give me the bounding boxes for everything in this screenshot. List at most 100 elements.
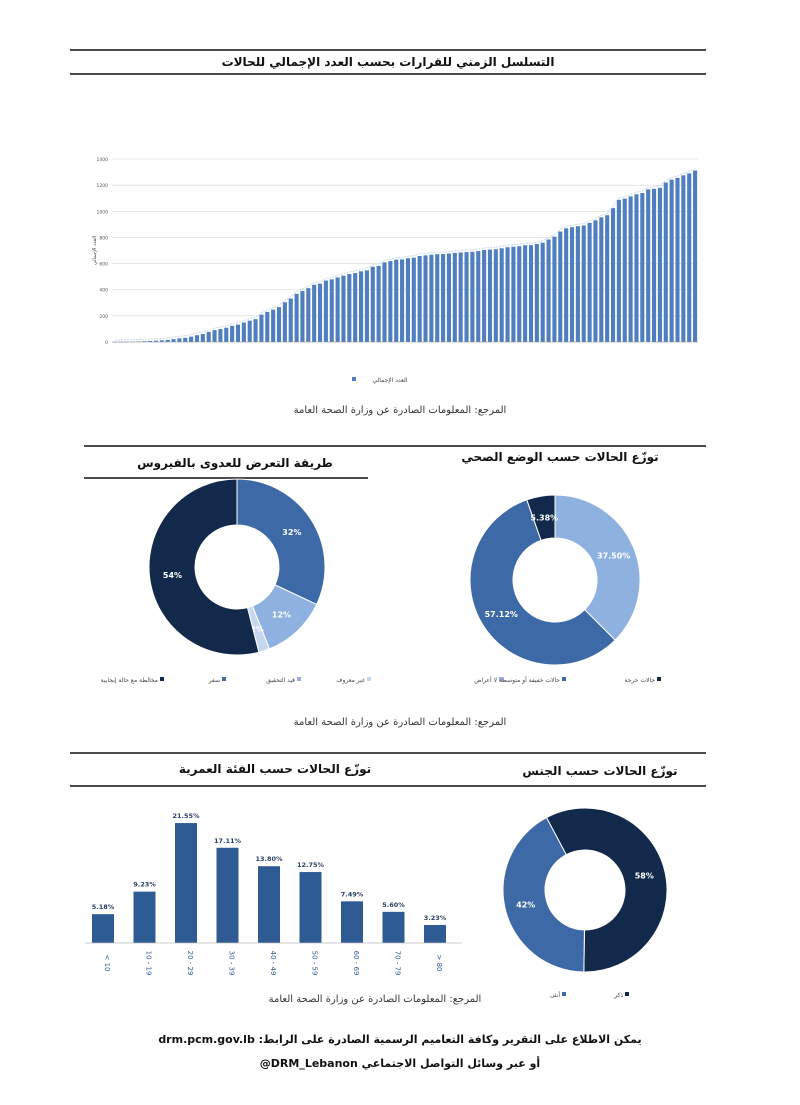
section-dividers (70, 49, 706, 787)
y-tick-label: 0 (105, 340, 108, 346)
timeline-source: المرجع: المعلومات الصادرة عن وزارة الصحة… (293, 405, 507, 416)
timeline-chart: 0 200 400 600 800 1000 1200 1400 العدد الإجمالي ا… (92, 157, 698, 384)
timeline-bar (294, 293, 299, 342)
legend-swatch (657, 677, 661, 681)
age-category-label: 60 - 69 (352, 951, 360, 976)
age-bar (92, 914, 114, 943)
legend-swatch (297, 677, 301, 681)
legend-label: سفر (208, 677, 220, 684)
timeline-bar (487, 249, 493, 342)
legend-swatch (625, 992, 629, 996)
timeline-bar (458, 252, 463, 342)
timeline-bar (206, 331, 211, 342)
timeline-outline (114, 168, 696, 341)
age-bar-value: 3.23% (424, 914, 447, 922)
timeline-bar (605, 215, 610, 342)
timeline-bar (323, 280, 328, 342)
age-title: توزّع الحالات حسب الفئة العمرية (178, 762, 372, 776)
timeline-bar (218, 329, 223, 342)
timeline-bar (183, 337, 188, 342)
timeline-bar (610, 208, 616, 342)
age-category-label: 30 - 39 (228, 951, 236, 976)
legend-label: قيد التحقيق (266, 677, 295, 684)
footer-line-1: يمكن الاطلاع على التقرير وكافة التعاميم … (158, 1033, 642, 1046)
age-bar (216, 847, 239, 943)
gender-donut-chart: 58% ذكر 42% أنثى (502, 807, 668, 999)
timeline-bar (528, 245, 534, 342)
slice-label: 5.38% (530, 513, 558, 522)
health-status-title: توزّع الحالات حسب الوضع الصحي (461, 450, 659, 464)
donut-slice (469, 499, 616, 666)
timeline-bar (171, 339, 176, 342)
legend-label: غير معروف (336, 677, 365, 684)
timeline-bar (587, 222, 592, 342)
timeline-bar (569, 227, 575, 342)
timeline-bar (675, 177, 680, 342)
age-bar (299, 872, 322, 943)
donut-slice (545, 807, 668, 973)
timeline-bar (441, 254, 446, 342)
timeline-bar (540, 242, 545, 342)
legend-label: ذكر (613, 992, 623, 999)
timeline-bar (370, 266, 375, 342)
y-tick-label: 1400 (97, 157, 109, 163)
legend-label: حالات حرجة (625, 677, 656, 684)
legend-swatch (352, 377, 356, 381)
timeline-bar (523, 245, 528, 342)
legend-swatch (562, 677, 566, 681)
timeline-bar (159, 340, 164, 342)
age-category-label: > 80 (435, 955, 443, 972)
y-tick-label: 600 (99, 262, 108, 268)
timeline-bar (224, 327, 229, 342)
age-category-label: 10 - 19 (145, 951, 153, 976)
slice-label: 37.50% (597, 552, 630, 561)
timeline-bar (616, 199, 621, 342)
timeline-bar (657, 187, 662, 342)
timeline-bar (189, 336, 194, 342)
legend-swatch (499, 677, 503, 681)
donut-slice (526, 494, 556, 542)
y-tick-label: 400 (99, 288, 108, 294)
timeline-bar (517, 246, 522, 342)
exposure-title: طريقة التعرض للعدوى بالفيروس (137, 456, 333, 470)
timeline-bar (499, 248, 504, 342)
timeline-bar (493, 249, 498, 342)
timeline-bar (435, 254, 440, 342)
age-bar (175, 823, 197, 943)
timeline-bar (194, 335, 200, 342)
timeline-bar (376, 265, 381, 342)
legend-label: حالات خفيفة أو متوسطة (499, 676, 560, 684)
timeline-bar (241, 322, 246, 342)
timeline-bar (663, 182, 668, 342)
timeline-bar (681, 175, 686, 342)
donut-slice (236, 478, 326, 606)
age-category-label: 70 - 79 (394, 951, 402, 976)
timeline-bar (693, 170, 698, 342)
timeline-bar (476, 251, 481, 342)
slice-label: 58% (635, 872, 654, 881)
timeline-bar (341, 275, 346, 342)
timeline-bar (288, 298, 293, 342)
timeline-bar (640, 192, 645, 342)
slice-label: 2% (250, 625, 264, 634)
timeline-title: التسلسل الزمني للقرارات بحسب العدد الإجم… (221, 55, 555, 69)
timeline-bar (276, 307, 282, 342)
y-tick-label: 1200 (97, 183, 109, 189)
timeline-bar (353, 273, 358, 342)
age-bar-value: 7.49% (341, 890, 364, 898)
y-axis-label: العدد الإجمالي (92, 236, 98, 265)
age-category-label: < 10 (103, 955, 111, 972)
donut-slice (502, 816, 585, 973)
timeline-bar (388, 261, 393, 342)
timeline-bar (282, 302, 287, 342)
age-source: المرجع: المعلومات الصادرة عن وزارة الصحة… (268, 994, 482, 1005)
health-status-donut-chart: 37.50% لا أعراض 57.12% حالات خفيفة أو متوسط… (469, 494, 661, 684)
timeline-bar (651, 188, 657, 342)
timeline-bar (142, 341, 147, 342)
timeline-bar (265, 311, 270, 342)
timeline-bar (317, 283, 323, 342)
legend-label: أنثى (550, 991, 560, 999)
age-bar-value: 21.55% (172, 812, 200, 820)
timeline-bar (235, 324, 241, 342)
timeline-bar (446, 253, 452, 342)
